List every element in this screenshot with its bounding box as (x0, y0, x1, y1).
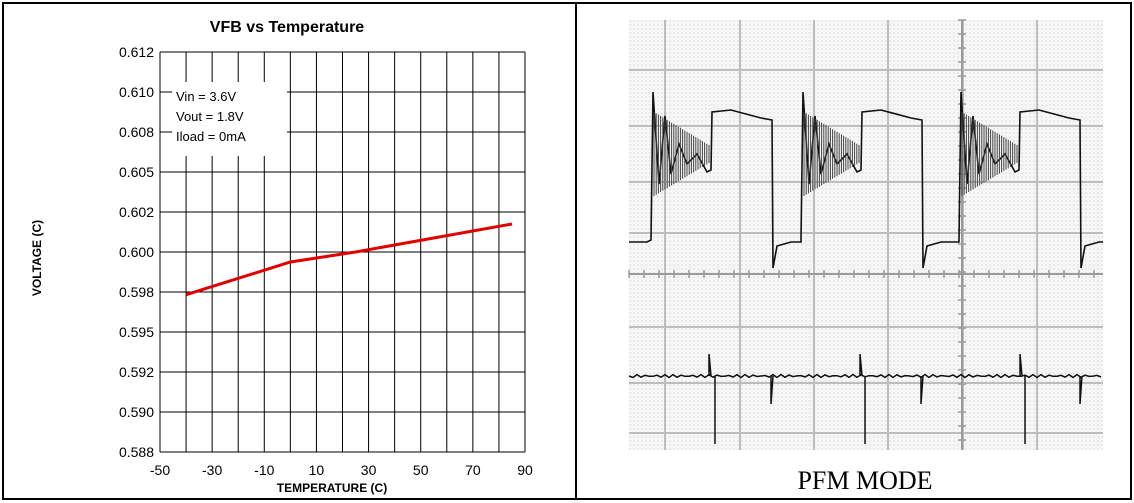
x-axis-label: TEMPERATURE (C) (277, 481, 387, 495)
y-tick-label: 0.612 (119, 44, 154, 60)
annotation-line-3: Iload = 0mA (176, 129, 246, 144)
x-tick-label: -50 (150, 462, 170, 478)
x-tick-label: -10 (254, 462, 274, 478)
y-tick-label: 0.608 (119, 124, 154, 140)
chart-title: VFB vs Temperature (210, 19, 365, 36)
series-layer (185, 222, 513, 297)
y-tick-label: 0.590 (119, 404, 154, 420)
x-tick-label: -30 (202, 462, 222, 478)
y-tick-label: 0.588 (119, 444, 154, 460)
y-tick-label: 0.602 (119, 204, 154, 220)
chart-panel: VFB vs Temperature 0.612 0.610 0.608 0.605 0… (2, 2, 575, 500)
scope-graticule (628, 19, 1103, 450)
ringing-burst-2 (803, 112, 860, 196)
x-tick-label: 70 (465, 462, 481, 478)
x-tick-label: 10 (309, 462, 325, 478)
output-ripple-trace (628, 353, 1102, 444)
ringing-burst-3 (961, 112, 1018, 196)
x-tick-label: 50 (413, 462, 429, 478)
vfb-chart: VFB vs Temperature 0.6120.6100.6080.6050… (30, 19, 533, 495)
x-tick-label: 90 (517, 462, 533, 478)
y-tick-label: 0.598 (119, 284, 154, 300)
oscilloscope-panel: PFM MODE (575, 2, 1132, 500)
y-tick-label: 0.600 (119, 244, 154, 260)
vfb-series-line (185, 222, 513, 297)
y-tick-label: 0.595 (119, 324, 154, 340)
y-tick-label: 0.610 (119, 84, 154, 100)
x-tick-labels: -50 -30 -10 10 30 50 70 90 (150, 462, 533, 478)
oscilloscope-capture: PFM MODE (628, 19, 1103, 495)
chart-grid (159, 51, 526, 453)
y-tick-label: 0.592 (119, 364, 154, 380)
annotation-line-2: Vout = 1.8V (176, 109, 244, 124)
y-tick-label: 0.605 (119, 164, 154, 180)
ringing-burst-1 (653, 112, 710, 196)
x-tick-label: 30 (361, 462, 377, 478)
annotation-line-1: Vin = 3.6V (176, 89, 236, 104)
scope-caption: PFM MODE (797, 466, 932, 495)
y-axis-label: VOLTAGE (C) (30, 220, 44, 296)
annotation-box (172, 82, 287, 156)
y-tick-labels: 0.612 0.610 0.608 0.605 0.602 0.600 0.598 0.595… (119, 44, 154, 460)
scope-screen (629, 20, 1103, 450)
